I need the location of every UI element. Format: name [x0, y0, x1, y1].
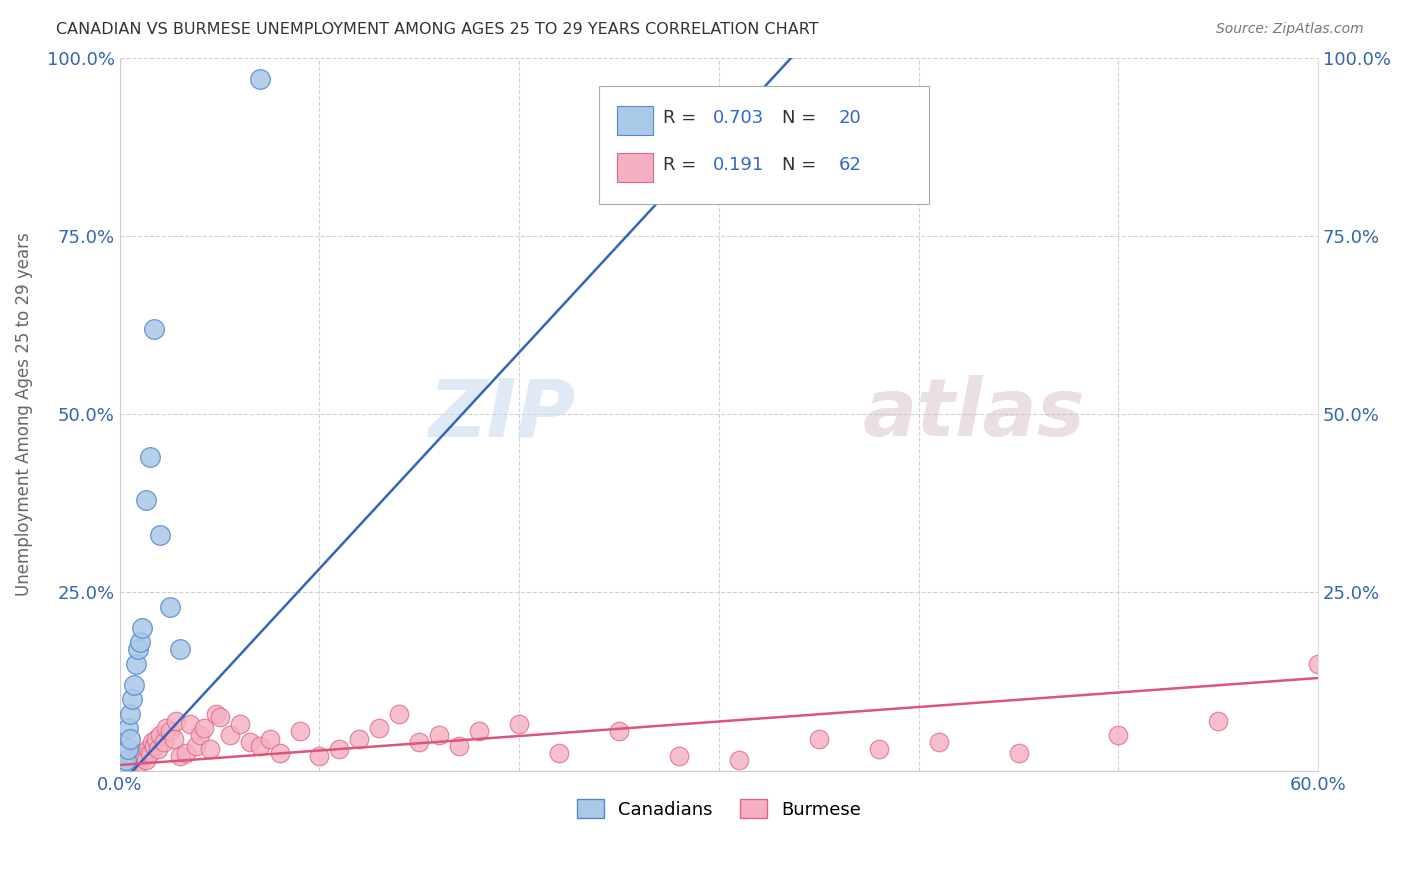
- Point: [368, 721, 391, 735]
- Point: [138, 746, 160, 760]
- Point: [112, 758, 135, 772]
- Point: [468, 724, 491, 739]
- Point: [128, 755, 150, 769]
- Point: [408, 735, 430, 749]
- Point: [118, 731, 141, 746]
- FancyBboxPatch shape: [599, 87, 928, 204]
- Point: [146, 742, 169, 756]
- Point: [127, 642, 149, 657]
- Point: [117, 758, 139, 772]
- Point: [349, 731, 371, 746]
- Point: [169, 749, 191, 764]
- Point: [198, 742, 221, 756]
- Point: [135, 492, 157, 507]
- Point: [159, 724, 181, 739]
- Point: [548, 746, 571, 760]
- Text: CANADIAN VS BURMESE UNEMPLOYMENT AMONG AGES 25 TO 29 YEARS CORRELATION CHART: CANADIAN VS BURMESE UNEMPLOYMENT AMONG A…: [56, 22, 818, 37]
- Point: [193, 721, 215, 735]
- Text: N =: N =: [783, 155, 817, 174]
- Point: [388, 706, 411, 721]
- Point: [127, 751, 149, 765]
- Point: [131, 746, 153, 760]
- Point: [111, 760, 134, 774]
- Point: [249, 739, 271, 753]
- Point: [118, 706, 141, 721]
- Point: [125, 657, 148, 671]
- Point: [179, 717, 201, 731]
- Point: [159, 599, 181, 614]
- Point: [728, 753, 751, 767]
- Point: [1007, 746, 1029, 760]
- Point: [142, 739, 165, 753]
- Point: [149, 728, 172, 742]
- Point: [308, 749, 330, 764]
- Point: [136, 742, 159, 756]
- Text: R =: R =: [662, 155, 707, 174]
- Legend: Canadians, Burmese: Canadians, Burmese: [569, 792, 869, 826]
- Point: [165, 714, 187, 728]
- Text: Source: ZipAtlas.com: Source: ZipAtlas.com: [1216, 22, 1364, 37]
- Point: [163, 731, 186, 746]
- Point: [204, 706, 226, 721]
- Point: [121, 692, 143, 706]
- Text: 20: 20: [839, 110, 862, 128]
- Point: [508, 717, 530, 731]
- Point: [188, 728, 211, 742]
- Point: [427, 728, 450, 742]
- Point: [249, 72, 271, 87]
- Point: [155, 721, 177, 735]
- Text: 62: 62: [839, 155, 862, 174]
- Text: 0.191: 0.191: [713, 155, 765, 174]
- Point: [1308, 657, 1330, 671]
- Bar: [617, 106, 652, 136]
- Point: [122, 749, 145, 764]
- Point: [288, 724, 311, 739]
- Point: [152, 735, 174, 749]
- Text: ZIP: ZIP: [427, 376, 575, 453]
- Point: [928, 735, 950, 749]
- Point: [117, 742, 139, 756]
- Text: 0.703: 0.703: [713, 110, 765, 128]
- Point: [807, 731, 830, 746]
- Point: [1107, 728, 1129, 742]
- Point: [117, 721, 139, 735]
- Text: N =: N =: [783, 110, 817, 128]
- Point: [135, 753, 157, 767]
- Point: [328, 742, 350, 756]
- Point: [121, 755, 143, 769]
- Point: [145, 731, 167, 746]
- Point: [111, 760, 134, 774]
- Point: [184, 739, 207, 753]
- Point: [607, 724, 630, 739]
- Point: [125, 758, 148, 772]
- Point: [269, 746, 291, 760]
- Point: [142, 321, 165, 335]
- Y-axis label: Unemployment Among Ages 25 to 29 years: Unemployment Among Ages 25 to 29 years: [15, 232, 32, 596]
- Point: [114, 753, 136, 767]
- Point: [132, 749, 155, 764]
- Point: [174, 746, 197, 760]
- Point: [128, 635, 150, 649]
- Point: [149, 528, 172, 542]
- Point: [208, 710, 231, 724]
- Point: [138, 450, 160, 464]
- Point: [239, 735, 262, 749]
- Point: [218, 728, 240, 742]
- Text: atlas: atlas: [863, 376, 1085, 453]
- Point: [141, 735, 163, 749]
- Point: [131, 621, 153, 635]
- Point: [169, 642, 191, 657]
- Point: [1206, 714, 1229, 728]
- Text: R =: R =: [662, 110, 702, 128]
- Point: [668, 749, 690, 764]
- Bar: [617, 153, 652, 182]
- Point: [118, 753, 141, 767]
- Point: [112, 756, 135, 771]
- Point: [449, 739, 471, 753]
- Point: [868, 742, 890, 756]
- Point: [259, 731, 281, 746]
- Point: [122, 678, 145, 692]
- Point: [114, 756, 136, 771]
- Point: [228, 717, 250, 731]
